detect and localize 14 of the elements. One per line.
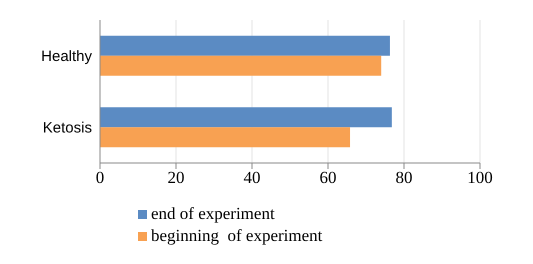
bar: [100, 36, 390, 56]
x-tick-label: 60: [320, 168, 336, 188]
x-tick-label: 80: [396, 168, 412, 188]
bar: [100, 127, 350, 148]
legend-label: beginning of experiment: [151, 225, 322, 247]
x-tick-label: 20: [168, 168, 184, 188]
bar: [100, 56, 382, 76]
x-tick-label: 100: [467, 168, 493, 188]
legend-label: end of experiment: [151, 203, 275, 225]
bar: [100, 107, 392, 128]
y-tick-label: Healthy: [41, 48, 92, 66]
y-tick-label: Ketosis: [42, 120, 92, 137]
x-tick-label: 40: [244, 168, 260, 188]
x-tick-label: 0: [96, 168, 104, 188]
